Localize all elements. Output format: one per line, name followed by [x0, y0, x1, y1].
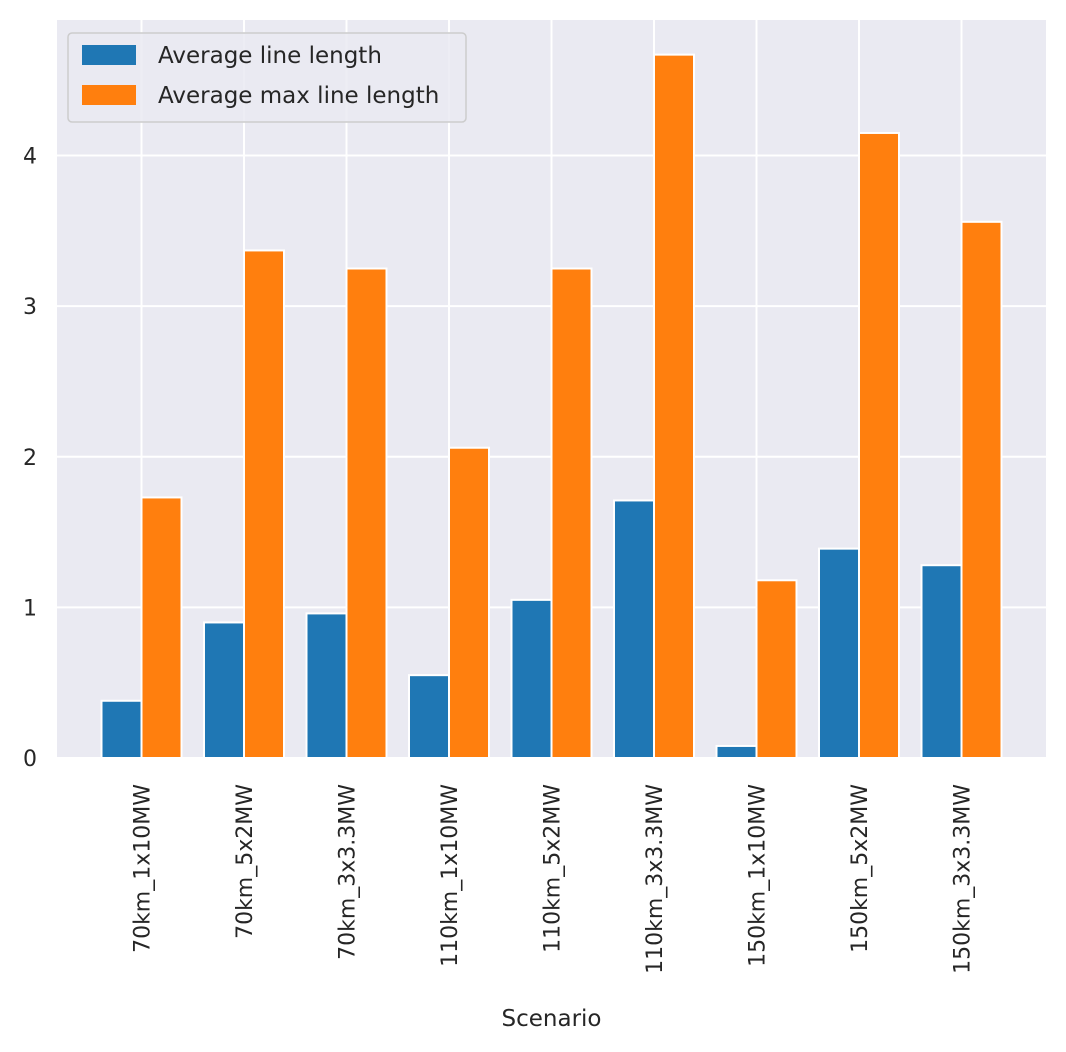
bar-average-line-length	[510, 598, 553, 759]
bar-average-line-length	[715, 744, 758, 760]
legend-label: Average max line length	[158, 83, 439, 109]
bar-average-max-line-length	[653, 53, 695, 760]
bar-average-line-length	[818, 547, 860, 759]
x-tick-label: 70km_5x2MW	[233, 784, 258, 939]
bar-average-max-line-length	[448, 446, 490, 759]
x-tick-label: 110km_5x2MW	[541, 784, 566, 953]
bar-average-line-length	[408, 674, 450, 759]
bar-average-max-line-length	[140, 496, 183, 759]
x-tick-label: 70km_3x3.3MW	[336, 784, 361, 960]
x-tick-label: 110km_3x3.3MW	[643, 784, 668, 974]
y-tick-label: 0	[23, 747, 37, 772]
bar-average-max-line-length	[550, 267, 593, 759]
bar-average-max-line-length	[345, 267, 388, 759]
y-tick-label: 4	[23, 145, 37, 170]
y-tick-label: 2	[23, 446, 37, 471]
x-tick-label: 70km_1x10MW	[131, 784, 156, 953]
bars	[100, 53, 1003, 760]
legend-box	[67, 32, 467, 123]
bar-average-max-line-length	[858, 131, 900, 760]
bar-average-max-line-length	[960, 220, 1003, 759]
bar-average-max-line-length	[243, 249, 285, 759]
x-axis-title: Scenario	[502, 1006, 602, 1032]
bar-average-line-length	[203, 621, 245, 759]
y-axis-ticks: 0 1 2 3 4	[23, 145, 37, 772]
x-tick-label: 150km_3x3.3MW	[951, 784, 976, 974]
x-tick-label: 150km_1x10MW	[746, 784, 771, 967]
y-tick-label: 1	[23, 596, 37, 621]
x-tick-label: 110km_1x10MW	[438, 784, 463, 967]
bar-average-max-line-length	[755, 579, 798, 759]
bar-average-line-length	[100, 699, 143, 759]
legend-label: Average line length	[158, 43, 382, 69]
x-tick-label: 150km_5x2MW	[848, 784, 873, 953]
legend-swatch	[82, 85, 136, 105]
bar-average-line-length	[305, 612, 348, 759]
x-axis-ticks: 70km_1x10MW 70km_5x2MW 70km_3x3.3MW 110km_1…	[131, 784, 976, 974]
legend: Average line length Average max line leng…	[67, 32, 467, 123]
y-tick-label: 3	[23, 295, 37, 320]
bar-average-line-length	[613, 499, 655, 759]
bar-average-line-length	[920, 564, 963, 759]
legend-swatch	[82, 45, 136, 65]
